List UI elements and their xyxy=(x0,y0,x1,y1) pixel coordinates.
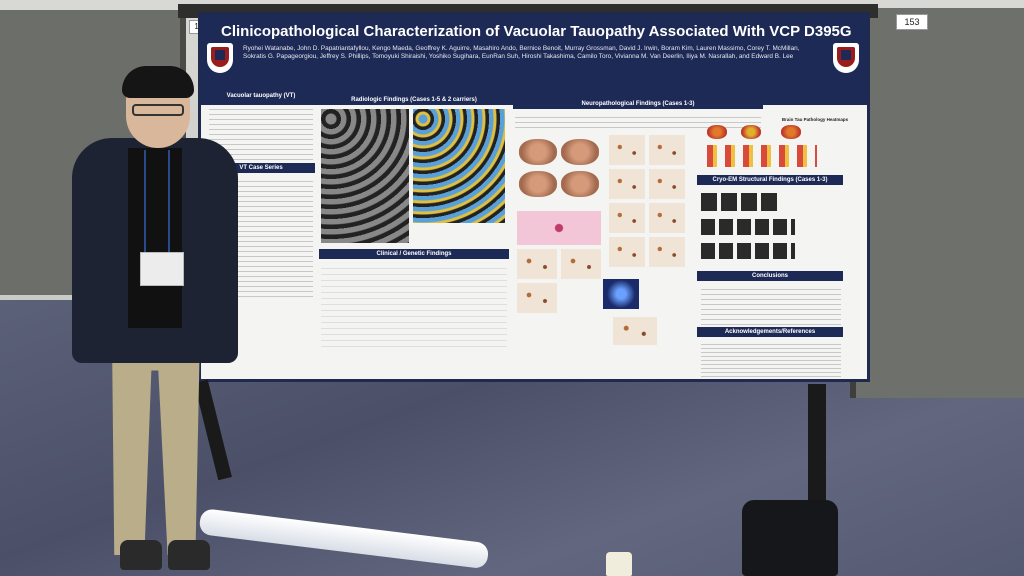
histology-image xyxy=(609,203,645,233)
university-shield-icon xyxy=(833,43,859,73)
histology-image xyxy=(517,283,557,313)
eyeglasses-icon xyxy=(132,104,184,116)
histology-image xyxy=(561,249,601,279)
histology-image xyxy=(517,249,557,279)
display-panel-right xyxy=(850,8,1024,398)
acknowledgements-text xyxy=(701,341,841,377)
paper-cup xyxy=(606,552,632,576)
heatmap-brain xyxy=(781,125,801,139)
section-acknowledgements: Acknowledgements/References xyxy=(697,327,843,337)
pet-scan-grid xyxy=(413,109,505,223)
backpack xyxy=(742,500,838,576)
cryo-em-image-row xyxy=(701,219,795,235)
histology-image xyxy=(609,237,645,267)
histology-image xyxy=(649,135,685,165)
gross-brain-image xyxy=(519,139,557,165)
gross-brain-image xyxy=(561,139,599,165)
heatmap-brain xyxy=(741,125,761,139)
histology-image xyxy=(613,317,657,345)
lanyard xyxy=(144,150,170,260)
histology-image xyxy=(609,169,645,199)
cryo-em-image-row xyxy=(701,243,795,259)
heatmap-brain xyxy=(707,125,727,139)
name-badge xyxy=(140,252,184,286)
gross-brain-image xyxy=(519,171,557,197)
section-neuropathological-findings: Neuropathological Findings (Cases 1-3) xyxy=(513,99,763,109)
poster-authors: Ryohei Watanabe, John D. Papatriantafyll… xyxy=(243,45,800,60)
section-radiologic-findings: Radiologic Findings (Cases 1-5 & 2 carri… xyxy=(319,95,509,105)
board-number-tag-right: 153 xyxy=(896,14,928,30)
heatmaps-title: Brain Tau Pathology Heatmaps xyxy=(781,117,849,122)
histology-image xyxy=(649,169,685,199)
university-shield-icon xyxy=(207,43,233,73)
histology-image xyxy=(609,135,645,165)
section-vt-case-series: VT Case Series xyxy=(207,163,315,173)
heatmap-row xyxy=(707,145,817,167)
histology-image xyxy=(649,237,685,267)
person-shirt xyxy=(128,148,182,328)
histology-image xyxy=(649,203,685,233)
section-vacuolar-tauopathy: Vacuolar tauopathy (VT) xyxy=(207,91,315,101)
poster-header: Clinicopathological Characterization of … xyxy=(201,15,867,105)
person-hair xyxy=(122,66,194,98)
conclusions-bullets xyxy=(701,285,841,325)
neuropath-bullets xyxy=(515,113,761,131)
cryo-em-image-row xyxy=(701,193,779,211)
fluorescence-image xyxy=(603,279,639,309)
gross-brain-image xyxy=(561,171,599,197)
histology-image xyxy=(517,211,601,245)
mri-scan-grid xyxy=(321,109,409,243)
section-clinical-genetic: Clinical / Genetic Findings xyxy=(319,249,509,259)
research-poster: Clinicopathological Characterization of … xyxy=(198,12,870,382)
clinical-genetic-table xyxy=(321,263,507,347)
section-cryo-em: Cryo-EM Structural Findings (Cases 1-3) xyxy=(697,175,843,185)
poster-title: Clinicopathological Characterization of … xyxy=(221,23,852,40)
person-shoes xyxy=(112,540,212,576)
section-conclusions: Conclusions xyxy=(697,271,843,281)
